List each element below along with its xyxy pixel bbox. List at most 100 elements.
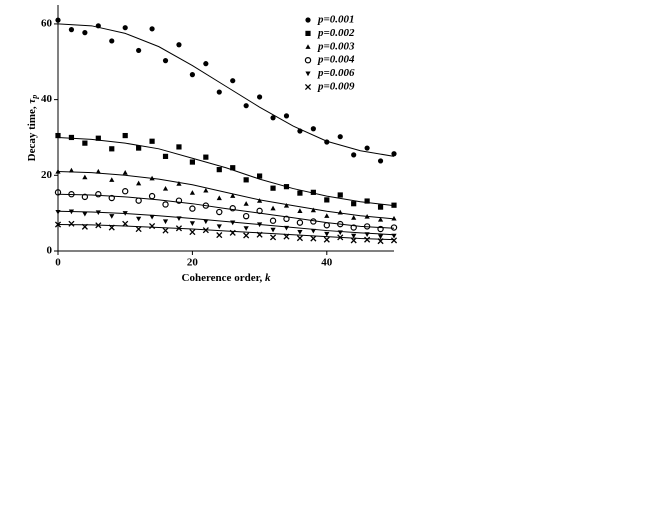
marker [189,221,195,226]
marker [216,232,223,239]
marker [95,23,101,29]
marker [337,220,344,228]
marker [189,205,196,212]
marker [202,227,209,234]
marker [256,207,263,215]
marker [95,210,101,215]
marker [162,153,169,159]
marker [324,231,330,237]
x-tick-label: 40 [321,257,333,269]
marker [108,224,115,231]
marker [377,225,384,233]
marker [283,113,290,119]
marker [391,202,397,208]
marker [323,236,330,243]
marker [55,209,61,215]
marker [189,72,195,78]
y-tick-label: 0 [47,245,53,257]
marker [351,201,357,207]
marker [216,208,223,216]
marker [310,228,316,234]
marker [337,234,344,241]
marker [68,209,75,215]
fit-line [57,171,395,220]
marker [296,235,303,242]
legend-marker [305,17,311,23]
marker [82,211,88,217]
marker [55,168,61,174]
marker [162,185,169,191]
marker [203,61,209,67]
fit-line [57,210,395,236]
marker [350,237,357,244]
marker [82,174,88,180]
marker [203,219,209,225]
marker [283,184,290,190]
legend-label: p=0.004 [317,54,355,66]
marker [337,192,343,198]
marker [68,134,75,141]
marker [269,234,277,241]
marker [149,138,155,144]
marker [243,232,250,239]
marker [109,177,115,182]
marker [189,190,195,195]
marker [351,152,357,158]
legend-marker [305,44,311,49]
y-tick-label: 40 [41,93,53,105]
marker [243,177,249,183]
marker [390,237,398,244]
legend-label: p=0.002 [317,27,355,39]
marker [390,224,398,231]
marker [297,128,303,134]
marker [377,216,384,222]
marker [364,198,370,204]
legend-label: p=0.003 [317,40,355,52]
marker [324,197,330,203]
marker [350,224,357,231]
marker [229,205,236,212]
marker [337,134,343,140]
marker [364,145,370,151]
marker [82,140,88,146]
marker [230,193,236,198]
marker [391,215,397,221]
marker [136,216,142,222]
marker [364,236,371,243]
x-tick-label: 0 [55,257,61,269]
marker [95,191,102,198]
legend-marker [304,57,312,64]
x-axis-label: Coherence order, k [182,272,271,284]
marker [230,165,236,171]
y-axis-label: Decay time, τp [26,95,39,162]
marker [55,17,61,23]
marker [377,238,384,245]
marker [175,225,183,232]
marker [216,195,222,201]
marker [230,78,236,84]
marker [229,229,236,236]
marker [55,132,61,139]
legend-marker [304,83,312,91]
marker [364,232,370,237]
marker [216,89,222,95]
marker [176,181,182,186]
marker [243,201,249,206]
marker [324,139,330,145]
marker [257,173,263,179]
marker [391,233,397,239]
marker [162,227,169,234]
marker [310,235,317,242]
marker [324,213,330,218]
marker [135,197,142,204]
marker [109,214,115,219]
marker [364,213,370,219]
marker [176,144,182,150]
marker [283,225,290,231]
marker [162,219,169,225]
y-tick-label: 60 [41,17,53,29]
y-tick-label: 20 [41,169,53,181]
marker [296,219,304,226]
marker [391,151,397,157]
